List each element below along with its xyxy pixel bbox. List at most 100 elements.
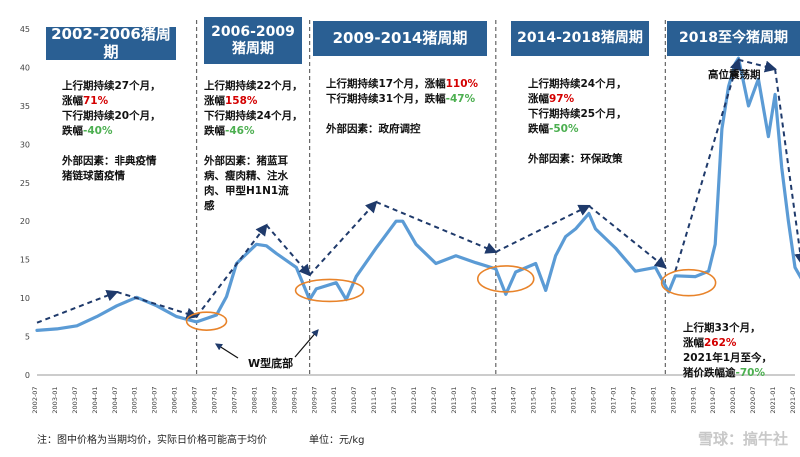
- stat-text: 跌幅: [528, 123, 549, 135]
- stat-line: 跌幅-46%: [204, 124, 303, 139]
- stat-text: 上行期持续24个月，: [528, 78, 627, 90]
- unit-label: 单位：元/kg: [309, 435, 365, 446]
- stat-line: 猪链球菌疫情: [62, 169, 161, 184]
- bottom-ellipse: [476, 265, 535, 293]
- fall-pct: -50%: [549, 123, 579, 135]
- stat-text: 2021年1月至今，: [683, 352, 773, 364]
- stat-line: 涨幅97%: [528, 92, 627, 107]
- stat-text: 下行期持续24个月，: [204, 110, 303, 122]
- stat-line: [204, 139, 303, 154]
- stat-text: 外部因素：环保政策: [528, 153, 623, 165]
- trend-arrow: [738, 58, 777, 73]
- stat-line: 上行期持续17个月，涨幅110%: [326, 77, 478, 92]
- x-tick-label: 2013-01: [450, 386, 458, 413]
- trend-arrow: [588, 205, 667, 269]
- x-tick-label: 2007-07: [230, 386, 238, 413]
- stat-text: 涨幅: [683, 337, 704, 349]
- stat-line: 肉、甲型H1N1流: [204, 184, 303, 199]
- cycle-2-stats: 上行期持续22个月， 涨幅158% 下行期持续24个月， 跌幅-46% 外部因素：猪蓝…: [204, 79, 303, 214]
- watermark: 雪球：搞牛社: [697, 430, 788, 448]
- x-tick-label: 2021-01: [769, 386, 777, 413]
- fall-pct: -70%: [735, 367, 766, 379]
- stat-text: 上行期持续17个月，涨幅: [326, 78, 446, 90]
- stat-line: [528, 137, 627, 152]
- pig-price-series: [35, 56, 800, 332]
- stat-text: 涨幅: [62, 95, 83, 107]
- w-bottom-pointer: [214, 343, 239, 359]
- stat-text: 下行期持续25个月，: [528, 108, 627, 120]
- x-tick-label: 2018-07: [669, 386, 677, 413]
- x-tick-label: 2015-07: [550, 386, 558, 413]
- stat-text: 上行期持续27个月，: [62, 80, 161, 92]
- x-tick-label: 2011-07: [390, 386, 398, 413]
- stat-text: 猪价跌幅逾: [683, 367, 736, 379]
- stat-text: 外部因素：猪蓝耳: [204, 155, 288, 167]
- stat-text: 外部因素：政府调控: [326, 123, 421, 135]
- rise-pct: 158%: [225, 95, 258, 107]
- stat-line: [326, 107, 478, 122]
- cycle-header-1: 2002-2006猪周期: [46, 26, 176, 60]
- y-tick-label: 45: [20, 25, 30, 34]
- stat-text: 跌幅: [62, 125, 83, 137]
- stat-line: 下行期持续20个月，: [62, 109, 161, 124]
- cycle-header-4: 2014-2018猪周期: [511, 21, 649, 56]
- stat-line: 下行期持续25个月，: [528, 107, 627, 122]
- stat-line: 外部因素：政府调控: [326, 122, 478, 137]
- stat-line: 猪价跌幅逾-70%: [683, 366, 772, 381]
- bottom-ellipse: [185, 311, 228, 331]
- x-tick-label: 2008-07: [270, 386, 278, 413]
- y-tick-label: 30: [20, 140, 30, 149]
- stat-line: 上行期持续27个月，: [62, 79, 161, 94]
- stat-text: 跌幅: [204, 125, 225, 137]
- x-tick-label: 2016-01: [570, 386, 578, 413]
- stat-text: 猪链球菌疫情: [62, 170, 125, 182]
- x-tick-label: 2017-01: [609, 386, 617, 413]
- fall-pct: -47%: [445, 93, 476, 105]
- trend-arrow: [774, 68, 800, 266]
- x-tick-label: 2020-07: [749, 386, 757, 413]
- stat-line: 病、瘦肉精、注水: [204, 169, 303, 184]
- w-bottom-label: W型底部: [248, 357, 294, 370]
- x-tick-label: 2013-07: [470, 386, 478, 413]
- x-tick-label: 2005-07: [151, 386, 159, 413]
- y-tick-label: 10: [20, 294, 30, 303]
- x-tick-label: 2014-07: [510, 386, 518, 413]
- stat-line: 涨幅71%: [62, 94, 161, 109]
- x-tick-label: 2003-01: [51, 386, 59, 413]
- cycle-header-5: 2018至今猪周期: [667, 21, 800, 56]
- trend-arrow: [375, 201, 498, 254]
- stat-line: 感: [204, 199, 303, 214]
- x-tick-label: 2015-01: [530, 386, 538, 413]
- stat-text: 外部因素：非典疫情: [62, 155, 157, 167]
- y-tick-label: 15: [20, 256, 30, 265]
- fall-pct: -46%: [225, 125, 255, 137]
- x-tick-label: 2006-01: [171, 386, 179, 413]
- x-tick-label: 2011-01: [370, 386, 378, 413]
- x-tick-label: 2006-07: [191, 386, 199, 413]
- x-tick-label: 2012-01: [410, 386, 418, 413]
- y-tick-label: 0: [25, 371, 30, 380]
- stat-line: 涨幅158%: [204, 94, 303, 109]
- stat-line: 上行期持续24个月，: [528, 77, 627, 92]
- trend-arrow: [36, 289, 119, 324]
- trend-arrow: [674, 57, 742, 272]
- w-bottom-pointer: [294, 329, 319, 358]
- x-tick-label: 2010-01: [330, 386, 338, 413]
- stat-line: 外部因素：猪蓝耳: [204, 154, 303, 169]
- stat-line: 上行期持续22个月，: [204, 79, 303, 94]
- cycle-3-stats: 上行期持续17个月，涨幅110% 下行期持续31个月，跌幅-47% 外部因素：政府…: [326, 77, 478, 137]
- x-tick-label: 2009-07: [310, 386, 318, 413]
- stat-text: 上行期33个月，: [683, 322, 761, 334]
- stat-text: 上行期持续22个月，: [204, 80, 303, 92]
- x-tick-label: 2004-07: [111, 386, 119, 413]
- stat-text: 下行期持续31个月，跌幅: [326, 93, 446, 105]
- stat-text: 下行期持续20个月，: [62, 110, 161, 122]
- rise-pct: 71%: [83, 95, 109, 107]
- x-tick-label: 2004-01: [91, 386, 99, 413]
- x-tick-label: 2021-07: [789, 386, 797, 413]
- y-tick-label: 20: [20, 217, 30, 226]
- x-tick-label: 2002-07: [31, 386, 39, 413]
- trend-arrow: [195, 223, 268, 318]
- x-tick-label: 2017-07: [629, 386, 637, 413]
